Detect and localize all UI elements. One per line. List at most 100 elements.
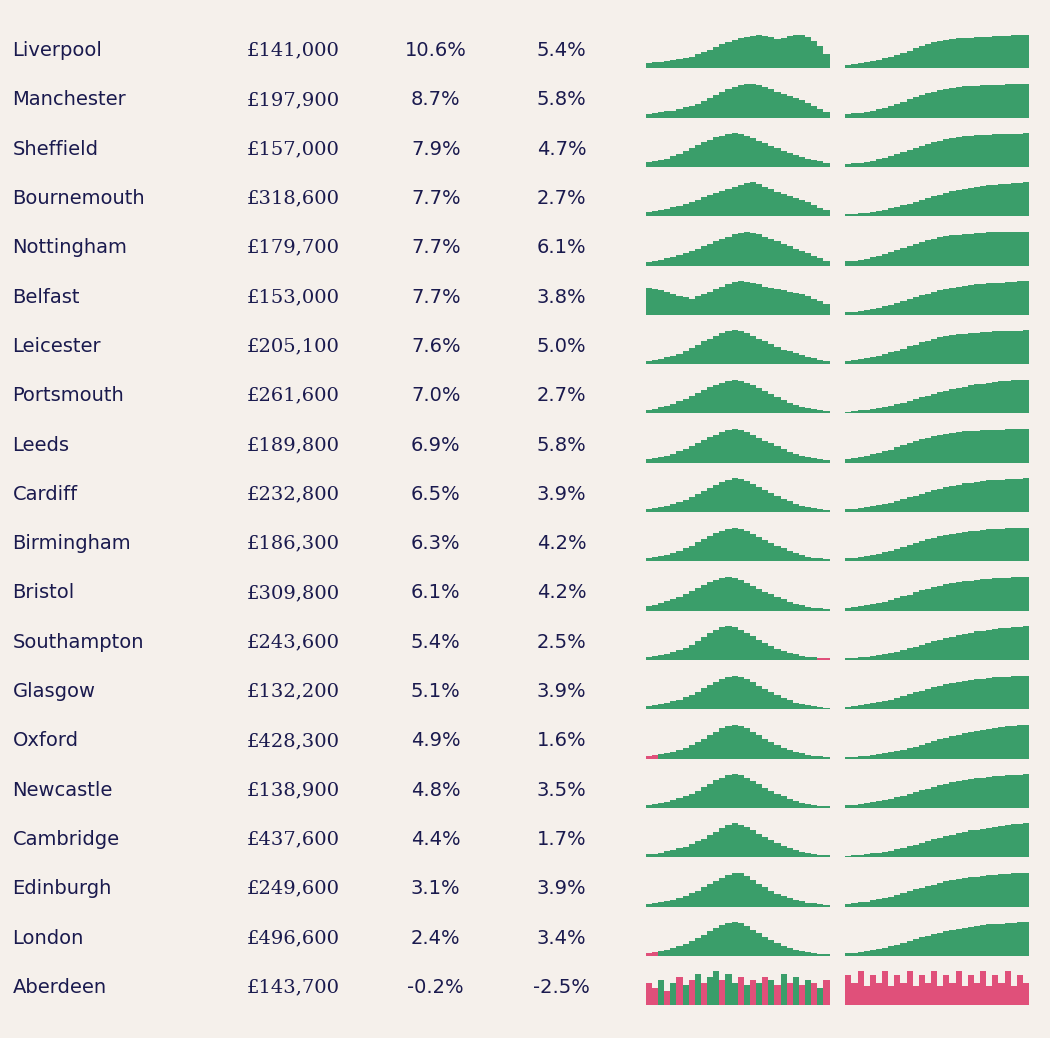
- Bar: [992, 826, 999, 857]
- Bar: [1023, 281, 1029, 315]
- Bar: [726, 923, 732, 956]
- Bar: [786, 701, 793, 709]
- Bar: [986, 332, 992, 364]
- Bar: [974, 778, 980, 808]
- Bar: [682, 352, 689, 364]
- Bar: [762, 977, 769, 1005]
- Text: Belfast: Belfast: [13, 288, 80, 306]
- Bar: [775, 289, 780, 315]
- Bar: [707, 685, 713, 709]
- Bar: [726, 134, 732, 167]
- Bar: [974, 85, 980, 117]
- Bar: [986, 875, 992, 906]
- Bar: [689, 546, 695, 562]
- Bar: [895, 975, 901, 1005]
- Bar: [919, 591, 925, 610]
- Bar: [670, 553, 676, 562]
- Bar: [713, 972, 719, 1005]
- Bar: [876, 603, 882, 610]
- Bar: [999, 282, 1005, 315]
- Bar: [695, 791, 701, 808]
- Bar: [811, 40, 817, 69]
- Bar: [732, 725, 737, 759]
- Bar: [919, 494, 925, 512]
- Bar: [658, 407, 664, 413]
- Bar: [980, 482, 986, 512]
- Bar: [670, 599, 676, 610]
- Bar: [652, 656, 658, 660]
- Bar: [786, 452, 793, 463]
- Bar: [901, 301, 906, 315]
- Bar: [949, 288, 956, 315]
- Bar: [756, 35, 762, 69]
- Bar: [999, 628, 1005, 660]
- Bar: [719, 92, 726, 117]
- Bar: [646, 558, 652, 562]
- Bar: [925, 688, 931, 709]
- Bar: [912, 543, 919, 562]
- Bar: [931, 787, 937, 808]
- Bar: [931, 393, 937, 413]
- Bar: [845, 707, 852, 709]
- Text: 2.7%: 2.7%: [537, 189, 587, 208]
- Bar: [1010, 281, 1016, 315]
- Bar: [968, 780, 974, 808]
- Bar: [919, 745, 925, 759]
- Bar: [732, 922, 737, 956]
- Bar: [869, 308, 876, 315]
- Bar: [888, 57, 895, 69]
- Bar: [743, 876, 750, 906]
- Text: £232,800: £232,800: [247, 486, 340, 503]
- Bar: [906, 402, 912, 413]
- Bar: [956, 485, 962, 512]
- Bar: [732, 676, 737, 709]
- Bar: [780, 291, 786, 315]
- Bar: [980, 332, 986, 364]
- Bar: [719, 980, 726, 1005]
- Bar: [974, 829, 980, 857]
- Bar: [980, 283, 986, 315]
- Bar: [676, 898, 682, 906]
- Bar: [701, 688, 707, 709]
- Bar: [689, 497, 695, 512]
- Bar: [737, 38, 743, 69]
- Bar: [906, 100, 912, 117]
- Bar: [689, 251, 695, 266]
- Bar: [876, 60, 882, 69]
- Bar: [1005, 331, 1010, 364]
- Bar: [658, 802, 664, 808]
- Bar: [949, 486, 956, 512]
- Bar: [986, 135, 992, 167]
- Bar: [732, 479, 737, 512]
- Bar: [906, 649, 912, 660]
- Bar: [743, 679, 750, 709]
- Bar: [793, 553, 799, 562]
- Bar: [646, 114, 652, 117]
- Bar: [817, 301, 823, 315]
- Bar: [646, 509, 652, 512]
- Bar: [664, 801, 670, 808]
- Bar: [925, 395, 931, 413]
- Bar: [888, 156, 895, 167]
- Text: 5.8%: 5.8%: [537, 90, 587, 109]
- Bar: [1010, 231, 1016, 266]
- Bar: [876, 949, 882, 956]
- Bar: [769, 841, 775, 857]
- Bar: [646, 288, 652, 315]
- Bar: [719, 239, 726, 266]
- Bar: [817, 707, 823, 709]
- Bar: [912, 647, 919, 660]
- Bar: [986, 186, 992, 216]
- Bar: [949, 389, 956, 413]
- Bar: [743, 482, 750, 512]
- Bar: [811, 756, 817, 759]
- Bar: [769, 189, 775, 216]
- Bar: [1010, 824, 1016, 857]
- Bar: [743, 827, 750, 857]
- Bar: [1010, 528, 1016, 562]
- Bar: [876, 453, 882, 463]
- Bar: [858, 410, 863, 413]
- Bar: [817, 757, 823, 759]
- Bar: [695, 974, 701, 1005]
- Bar: [670, 850, 676, 857]
